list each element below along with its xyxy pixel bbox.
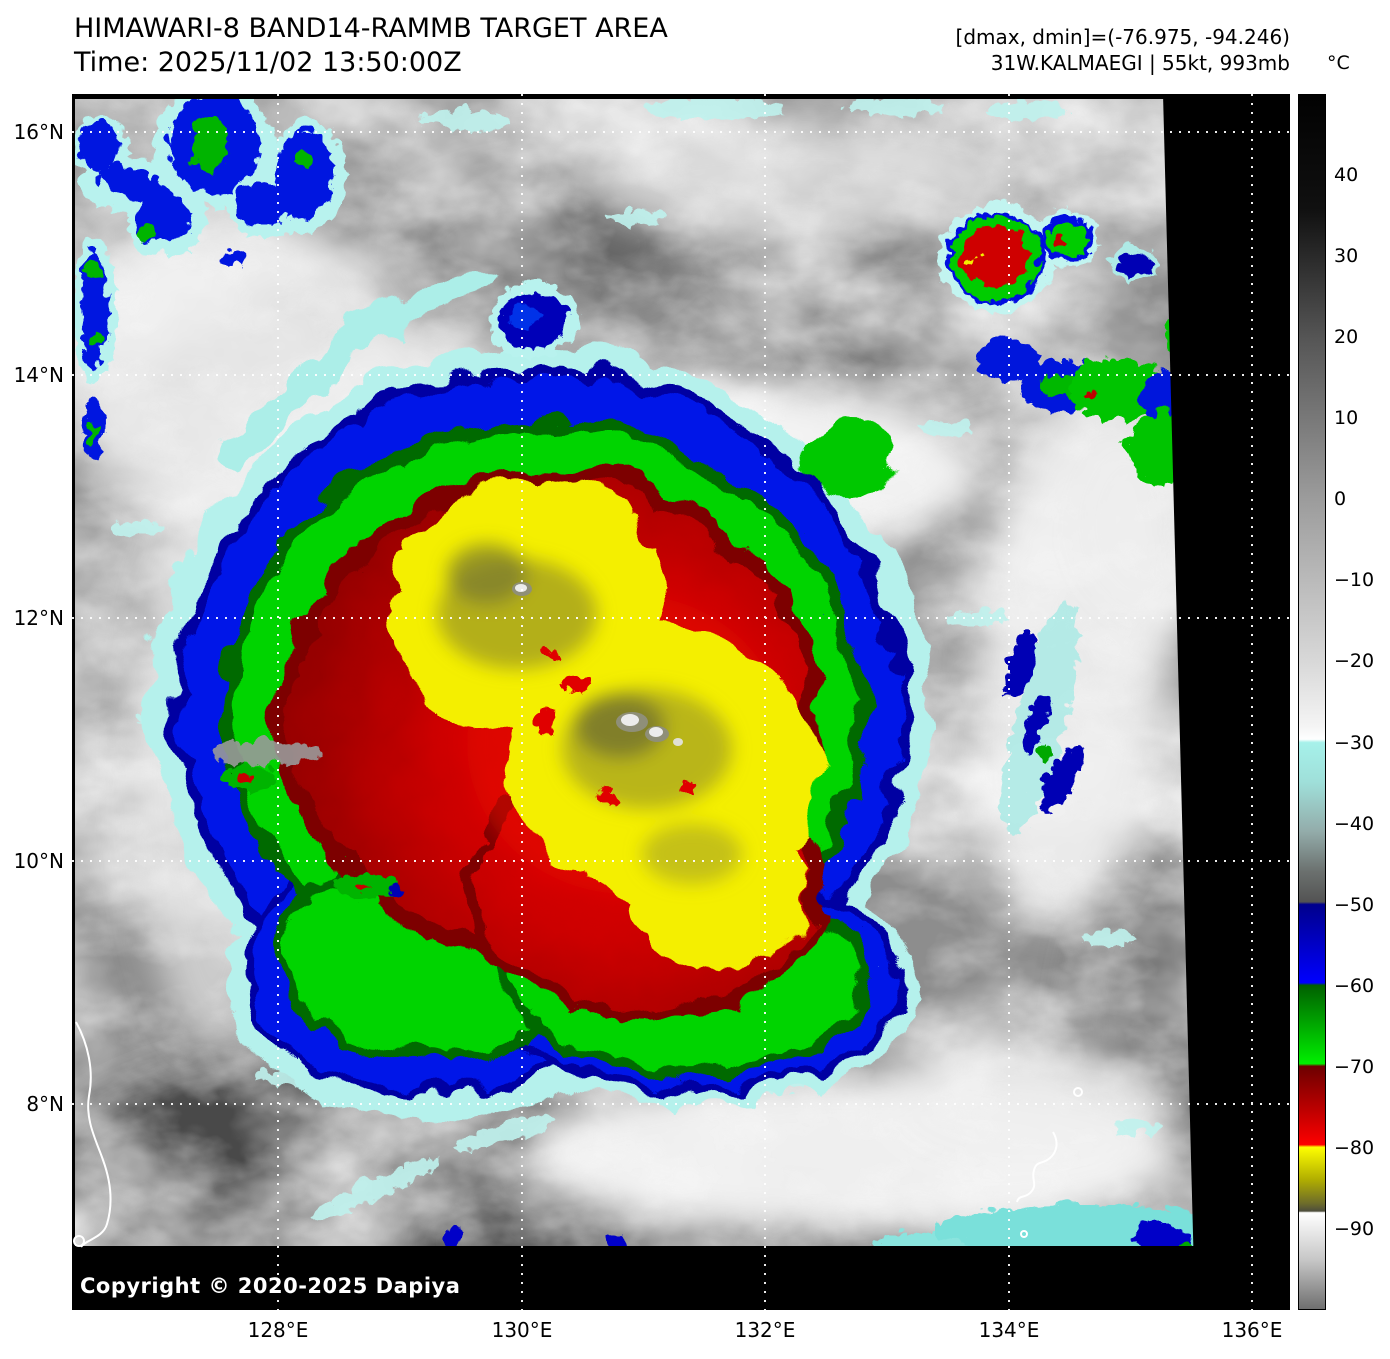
dmax-dmin-readout: [dmax, dmin]=(-76.975, -94.246) bbox=[955, 25, 1290, 49]
lon-tick-132e: 132°E bbox=[734, 1318, 796, 1342]
coastlines bbox=[73, 1021, 1083, 1248]
satellite-image: Copyright © 2020-2025 Dapiya bbox=[72, 94, 1290, 1310]
lat-tick-16n: 16°N bbox=[13, 120, 64, 144]
colorbar-tick-label: −40 bbox=[1334, 812, 1375, 835]
palau-coastline bbox=[1016, 1131, 1058, 1203]
colorbar-tick-label: −70 bbox=[1334, 1055, 1375, 1078]
no-data-mask bbox=[72, 94, 1290, 1310]
lon-tick-136e: 136°E bbox=[1221, 1318, 1283, 1342]
lat-tick-14n: 14°N bbox=[13, 363, 64, 387]
colorbar-gradient bbox=[1298, 94, 1326, 1310]
colorbar-tick-label: −80 bbox=[1334, 1136, 1375, 1159]
north-navy-cell bbox=[484, 278, 576, 354]
title-block: HIMAWARI-8 BAND14-RAMMB TARGET AREA Time… bbox=[74, 12, 668, 80]
colorbar-tick-label: −20 bbox=[1334, 650, 1375, 673]
islet-outline bbox=[1073, 1087, 1083, 1097]
colorbar-tick-label: 0 bbox=[1334, 488, 1347, 511]
colorbar-tick-label: 10 bbox=[1334, 407, 1359, 430]
readout-block: [dmax, dmin]=(-76.975, -94.246) 31W.KALM… bbox=[956, 24, 1290, 76]
satellite-scene bbox=[72, 94, 1290, 1310]
islet-outline-2 bbox=[1020, 1230, 1028, 1238]
copyright-watermark: Copyright © 2020-2025 Dapiya bbox=[80, 1274, 461, 1298]
colorbar-tick-label: 20 bbox=[1334, 326, 1359, 349]
colorbar-tick-label: 30 bbox=[1334, 245, 1359, 268]
typhoon-enhancement bbox=[142, 264, 922, 1114]
island-outline bbox=[73, 1235, 85, 1247]
colorbar-unit-label: °C bbox=[1327, 52, 1350, 74]
mindanao-coastline bbox=[75, 1021, 112, 1248]
colorbar-tick-label: 40 bbox=[1334, 164, 1359, 187]
lat-tick-12n: 12°N bbox=[13, 606, 64, 630]
lat-tick-8n: 8°N bbox=[26, 1092, 64, 1116]
lon-tick-130e: 130°E bbox=[491, 1318, 553, 1342]
colorbar-tick-label: −90 bbox=[1334, 1217, 1375, 1240]
figure-title: HIMAWARI-8 BAND14-RAMMB TARGET AREA bbox=[74, 13, 668, 44]
colorbar-tick-label: −50 bbox=[1334, 893, 1375, 916]
red-flecks-in-core bbox=[532, 644, 694, 802]
colorbar-tick-label: −60 bbox=[1334, 974, 1375, 997]
lon-tick-134e: 134°E bbox=[978, 1318, 1040, 1342]
storm-readout: 31W.KALMAEGI | 55kt, 993mb bbox=[990, 51, 1290, 75]
east-navy-streak bbox=[998, 597, 1078, 831]
colorbar-tick-label: −30 bbox=[1334, 731, 1375, 754]
figure-timestamp: Time: 2025/11/02 13:50:00Z bbox=[74, 47, 462, 78]
northwest-cold-cells bbox=[72, 94, 342, 458]
colorbar: 40 30 20 10 0 −10 −20 −30 −40 −50 −60 −70 −80 −90 bbox=[1298, 94, 1390, 1310]
lat-tick-10n: 10°N bbox=[13, 849, 64, 873]
colorbar-tick-label: −10 bbox=[1334, 569, 1375, 592]
lon-tick-128e: 128°E bbox=[247, 1318, 309, 1342]
